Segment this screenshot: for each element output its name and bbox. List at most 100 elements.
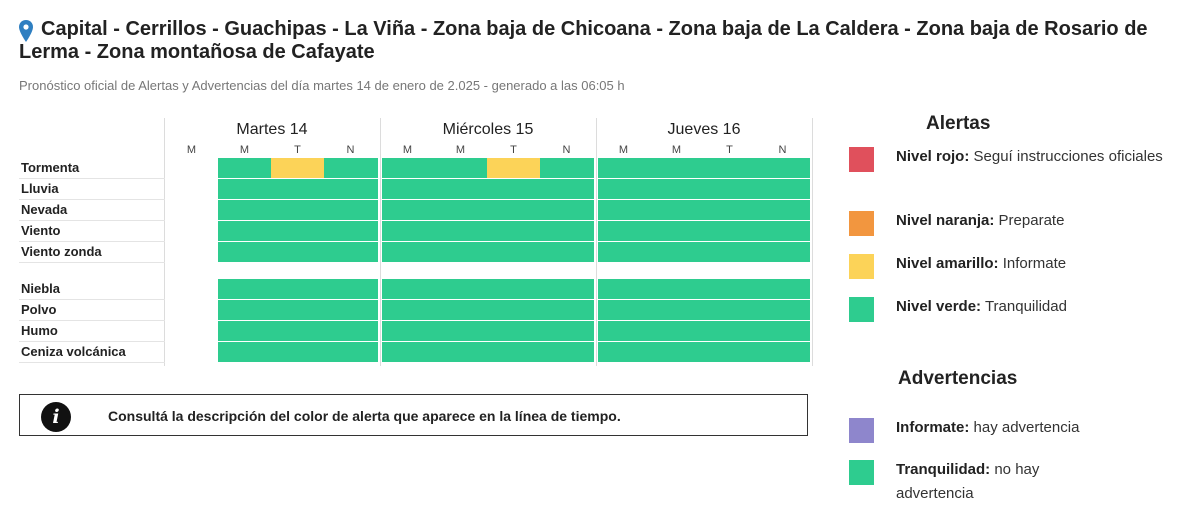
alert-cell: [650, 158, 703, 178]
alert-cell: [598, 321, 650, 341]
alert-cell: [756, 221, 810, 241]
legend-item-tranquilidad: Tranquilidad: no hay advertencia: [896, 458, 1076, 506]
alert-cell: [756, 200, 810, 220]
alert-cell: [703, 321, 756, 341]
row-separator: [19, 362, 165, 363]
alert-cell: [434, 300, 487, 320]
alert-cell: [434, 321, 487, 341]
alert-cell: [650, 279, 703, 299]
slot-header: M: [618, 144, 629, 156]
alert-cell: [487, 321, 540, 341]
alert-cell: [540, 200, 594, 220]
alert-cell: [324, 158, 378, 178]
alert-cell: [324, 200, 378, 220]
alert-cell: [703, 221, 756, 241]
alert-cell: [382, 221, 434, 241]
day-separator: [164, 118, 165, 366]
alert-timeline: Martes 14 M M T N Miércoles 15 M M T N Jueves 16 M M…: [19, 118, 813, 366]
location-pin-icon: [19, 20, 33, 42]
legend-item-informate: Informate: hay advertencia: [896, 416, 1196, 440]
slot-header: M: [239, 144, 250, 156]
row-separator: [19, 199, 165, 200]
alert-cell: [650, 321, 703, 341]
alert-cell: [382, 200, 434, 220]
day-header: Martes 14: [236, 121, 308, 138]
alert-cell: [487, 221, 540, 241]
alert-cell: [487, 200, 540, 220]
info-icon: i: [41, 402, 71, 432]
alert-cell: [540, 342, 594, 362]
phenomenon-label: Humo: [21, 323, 58, 338]
alert-cell: [434, 179, 487, 199]
alert-cell: [487, 300, 540, 320]
alert-cell: [598, 200, 650, 220]
alert-cell: [218, 158, 271, 178]
alert-cell: [218, 321, 271, 341]
alert-cell: [598, 242, 650, 262]
alert-cell: [434, 279, 487, 299]
alert-cell: [271, 179, 324, 199]
forecast-subtitle: Pronóstico oficial de Alertas y Adverten…: [19, 78, 625, 93]
legend-desc: Seguí instrucciones oficiales: [969, 148, 1163, 165]
day-header: Miércoles 15: [442, 121, 534, 138]
swatch-green-warning: [849, 460, 874, 485]
phenomenon-label: Polvo: [21, 302, 57, 317]
alert-cell: [434, 158, 487, 178]
alert-cell: [324, 242, 378, 262]
alert-cell: [703, 200, 756, 220]
alert-cell: [650, 221, 703, 241]
row-separator: [19, 299, 165, 300]
alert-cell: [218, 300, 271, 320]
alert-cell: [703, 242, 756, 262]
slot-header: N: [346, 144, 355, 156]
alert-cell: [650, 242, 703, 262]
alert-cell: [598, 221, 650, 241]
legend-desc: hay advertencia: [969, 419, 1080, 436]
alert-cell: [756, 342, 810, 362]
phenomenon-label: Niebla: [21, 281, 61, 296]
slot-header: M: [186, 144, 197, 156]
slot-header: T: [510, 144, 517, 156]
alert-cell: [487, 279, 540, 299]
day-separator: [380, 118, 381, 366]
swatch-yellow: [849, 254, 874, 279]
legend-item-red: Nivel rojo: Seguí instrucciones oficiale…: [896, 145, 1196, 169]
slot-header: M: [455, 144, 466, 156]
alert-cell: [756, 300, 810, 320]
slot-header: T: [294, 144, 301, 156]
phenomenon-label: Lluvia: [21, 181, 59, 196]
legend-desc: Tranquilidad: [981, 298, 1067, 315]
alert-cell: [598, 279, 650, 299]
slot-header: M: [671, 144, 682, 156]
alert-cell: [434, 242, 487, 262]
phenomenon-label: Viento zonda: [21, 244, 102, 259]
alert-cell: [487, 179, 540, 199]
alert-cell: [487, 342, 540, 362]
alert-cell: [382, 279, 434, 299]
alert-cell: [756, 242, 810, 262]
legend-warnings-title: Advertencias: [898, 368, 1018, 389]
row-separator: [19, 178, 165, 179]
alert-cell: [382, 300, 434, 320]
alert-cell: [382, 158, 434, 178]
legend-desc: no hay advertencia: [896, 461, 1040, 502]
alert-cell: [540, 221, 594, 241]
row-separator: [19, 262, 165, 263]
row-separator: [19, 241, 165, 242]
alert-cell: [703, 279, 756, 299]
legend-name: Nivel rojo:: [896, 148, 970, 165]
alert-cell: [218, 221, 271, 241]
alert-cell: [598, 158, 650, 178]
alert-cell: [382, 342, 434, 362]
alert-cell: [487, 242, 540, 262]
alert-cell: [756, 321, 810, 341]
phenomenon-label: Viento: [21, 223, 61, 238]
legend-name: Nivel amarillo:: [896, 255, 999, 272]
alert-cell: [540, 279, 594, 299]
alert-cell: [324, 321, 378, 341]
alert-cell: [271, 158, 324, 178]
alert-cell: [271, 321, 324, 341]
alert-cell: [540, 242, 594, 262]
alert-cell: [434, 200, 487, 220]
legend-desc: Preparate: [994, 212, 1065, 229]
